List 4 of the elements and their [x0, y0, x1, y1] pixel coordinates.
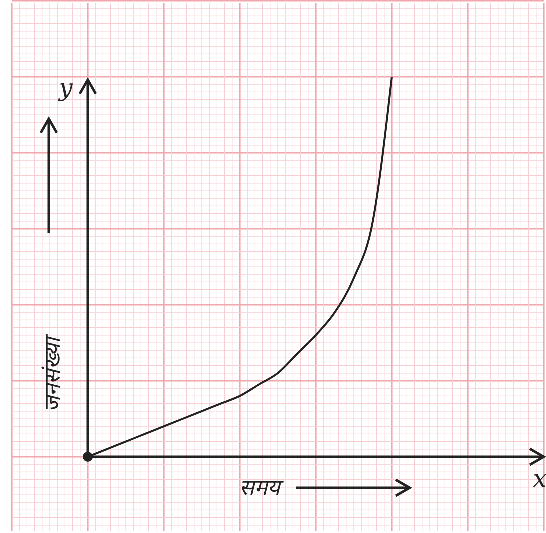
text: x — [533, 465, 546, 493]
text: y — [58, 74, 74, 102]
y-axis-title: जनसंख्या — [41, 334, 66, 412]
x-axis-title: समय — [240, 476, 284, 501]
